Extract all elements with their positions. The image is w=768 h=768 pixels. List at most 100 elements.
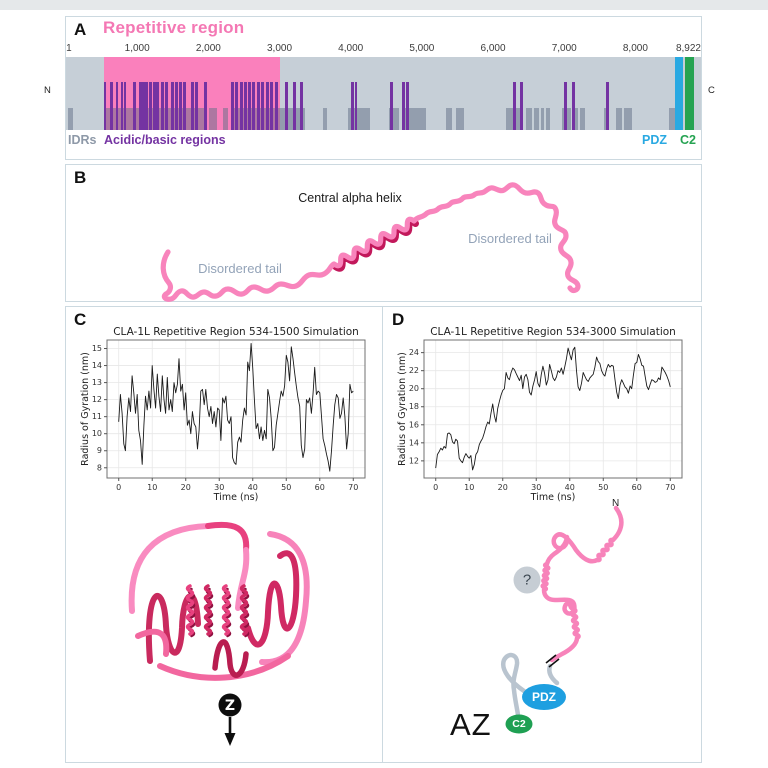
unknown-interaction-circle	[513, 566, 541, 594]
acidic-basic-bar	[402, 82, 406, 130]
y-tick-label: 18	[409, 402, 419, 411]
y-tick-label: 12	[409, 456, 419, 465]
idr-bar	[546, 108, 551, 130]
collapsed-structure-rendering	[128, 521, 310, 681]
panel-c-label: C	[74, 310, 87, 329]
central-alpha-helix-label: Central alpha helix	[298, 191, 402, 205]
z-arrow-head	[224, 733, 236, 746]
acidic-basic-bar	[171, 82, 175, 130]
pdz-domain-shape	[522, 684, 566, 710]
x-tick-label: 30	[531, 483, 541, 492]
acidic-basic-bar	[120, 82, 124, 130]
c2-domain-shape	[505, 714, 533, 734]
axis-tick-label: 1,000	[124, 43, 150, 54]
x-tick-label: 10	[147, 483, 157, 492]
axis-tick-label: 2,000	[195, 43, 221, 54]
x-tick-label: 60	[632, 483, 642, 492]
idr-bar	[404, 108, 427, 130]
strand	[235, 547, 250, 611]
sequence-bar	[66, 57, 701, 130]
sequence-axis: 1 1,000 2,000 3,000 4,000 5,000 6,000 7,000 8,00…	[66, 43, 701, 56]
legend-idrs: IDRs	[68, 133, 97, 147]
axis-tick-label: 8,000	[622, 43, 648, 54]
acidic-basic-bar	[563, 82, 567, 130]
axis-tick-label: 1	[66, 43, 72, 54]
panel-a: A Repetitive region 1 1,000 2,000 3,000 4,00…	[65, 16, 702, 160]
chain-break-mark	[545, 654, 557, 664]
idr-bar	[541, 108, 545, 130]
acidic-basic-bar	[354, 82, 358, 130]
legend-pdz: PDZ	[642, 133, 667, 147]
y-tick-label: 14	[92, 361, 102, 370]
acidic-basic-bar	[285, 82, 289, 130]
y-tick-label: 11	[92, 412, 102, 421]
y-axis-label: Radius of Gyration (nm)	[397, 352, 408, 466]
z-axis-arrow: Z	[218, 693, 242, 746]
x-tick-label: 50	[598, 483, 608, 492]
idr-bar	[322, 108, 327, 130]
acidic-basic-bar	[351, 82, 354, 130]
chain-break-mark	[548, 658, 560, 668]
acidic-basic-bar	[293, 82, 297, 130]
disordered-tail-label-right: Disordered tail	[468, 231, 552, 246]
x-tick-label: 50	[281, 483, 291, 492]
idr-bar	[446, 108, 453, 130]
y-tick-label: 16	[409, 420, 419, 429]
acidic-basic-bar	[261, 82, 265, 130]
idr-bar	[669, 108, 676, 130]
acidic-basic-bar	[252, 82, 256, 130]
acidic-basic-bar	[390, 82, 393, 130]
strand	[185, 584, 195, 636]
acidic-basic-bar	[156, 82, 160, 130]
chart-title: CLA-1L Repetitive Region 534-3000 Simula…	[430, 326, 676, 338]
idr-bar	[389, 108, 400, 130]
strand	[221, 584, 231, 636]
idr-bar	[222, 108, 228, 130]
plot-frame	[106, 339, 366, 479]
acidic-basic-bar	[191, 82, 195, 130]
y-tick-label: 15	[92, 344, 102, 353]
x-tick-label: 0	[433, 483, 438, 492]
acidic-basic-bar	[115, 82, 119, 130]
chart-title: CLA-1L Repetitive Region 534-1500 Simula…	[113, 326, 359, 338]
acidic-basic-bar	[161, 82, 165, 130]
strand	[205, 521, 250, 553]
idr-bar	[68, 108, 73, 130]
acidic-basic-bar	[275, 82, 279, 130]
acidic-basic-bar	[133, 82, 137, 130]
acidic-basic-bar	[175, 82, 179, 130]
legend-acidic-basic: Acidic/basic regions	[104, 133, 226, 147]
strand	[212, 639, 249, 678]
strand	[128, 523, 211, 614]
acidic-basic-bar	[153, 82, 157, 130]
disordered-tail-label-left: Disordered tail	[198, 261, 282, 276]
acidic-basic-bar	[179, 82, 183, 130]
idr-bar	[616, 108, 623, 130]
strand	[203, 584, 213, 636]
idr-bar	[526, 108, 533, 130]
acidic-basic-bar	[139, 82, 143, 130]
acidic-basic-bar	[572, 82, 575, 130]
x-tick-label: 20	[498, 483, 508, 492]
x-tick-label: 40	[248, 483, 258, 492]
acidic-basic-bar	[204, 82, 208, 130]
panel-d-label: D	[392, 310, 405, 329]
acidic-basic-bar	[406, 82, 410, 130]
rg-trace	[118, 342, 354, 472]
acidic-basic-bar	[512, 82, 516, 130]
acidic-basic-bar	[123, 82, 127, 130]
acidic-basic-bar	[231, 82, 235, 130]
axis-tick-label: 7,000	[551, 43, 577, 54]
z-axis-circle	[218, 693, 242, 717]
plot-frame	[423, 339, 683, 479]
acidic-basic-bar	[266, 82, 270, 130]
y-tick-label: 14	[409, 438, 419, 447]
c2-domain-bar	[685, 57, 695, 130]
idr-bar	[208, 108, 217, 130]
x-tick-label: 60	[315, 483, 325, 492]
idr-bar	[456, 108, 465, 130]
panel-cd-container: C D 0 10 20 30 40 50 60 70 8 9 10 11 12 13 14 15 CLA-1L …	[65, 306, 702, 763]
panel-b: B Central alpha helix Disordered tail Di…	[65, 164, 702, 302]
schematic-n-terminus-label: N	[612, 498, 620, 509]
active-zone-label: AZ	[450, 707, 492, 742]
